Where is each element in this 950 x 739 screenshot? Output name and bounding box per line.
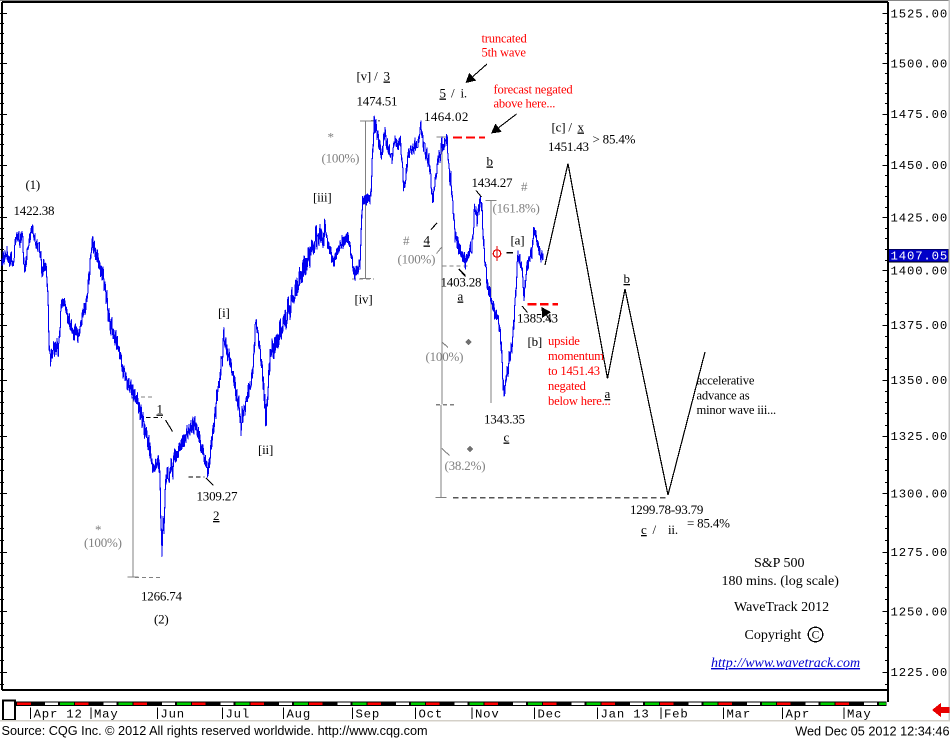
svg-text:(38.2%): (38.2%)	[445, 458, 486, 473]
svg-text:(2): (2)	[154, 612, 169, 627]
svg-text:[ii]: [ii]	[258, 442, 273, 457]
svg-text:1451.43: 1451.43	[548, 139, 589, 154]
svg-text:/: /	[451, 86, 455, 101]
svg-text:Jun: Jun	[160, 708, 185, 722]
svg-text:Source: CQG Inc. © 2012 All ri: Source: CQG Inc. © 2012 All rights reser…	[2, 724, 428, 738]
svg-text:> 85.4%: > 85.4%	[593, 132, 636, 147]
svg-text:4: 4	[424, 233, 431, 248]
svg-text:Jul: Jul	[226, 708, 251, 722]
svg-text:[v] /: [v] /	[357, 69, 379, 84]
svg-text:= 85.4%: = 85.4%	[687, 516, 730, 531]
svg-text:1225.00: 1225.00	[891, 666, 949, 680]
svg-text:1422.38: 1422.38	[14, 203, 55, 218]
svg-text:1300.00: 1300.00	[891, 487, 949, 501]
svg-text:May: May	[94, 708, 119, 722]
svg-text:a: a	[605, 386, 611, 401]
svg-text:momentum: momentum	[548, 349, 604, 363]
svg-text:[i]: [i]	[218, 305, 230, 320]
svg-text:Apr 12: Apr 12	[34, 708, 83, 722]
svg-text:1474.51: 1474.51	[357, 94, 398, 109]
svg-text:(100%): (100%)	[322, 151, 360, 166]
svg-text:i.: i.	[461, 86, 467, 101]
svg-text:b: b	[487, 154, 494, 169]
svg-text:C: C	[812, 630, 820, 642]
svg-text:1464.02: 1464.02	[424, 109, 469, 124]
svg-text:b: b	[624, 271, 631, 286]
svg-text:S&P 500: S&P 500	[754, 556, 804, 571]
svg-text:(100%): (100%)	[398, 252, 436, 267]
svg-text:1343.35: 1343.35	[484, 412, 525, 427]
svg-text:*: *	[328, 130, 334, 145]
svg-text:http://www.wavetrack.com: http://www.wavetrack.com	[711, 656, 860, 671]
svg-text:1434.27: 1434.27	[472, 175, 514, 190]
svg-text:forecast negated: forecast negated	[494, 83, 574, 97]
svg-text:Sep: Sep	[356, 708, 381, 722]
svg-text:(1): (1)	[26, 177, 41, 192]
svg-text:/: /	[653, 522, 657, 537]
svg-text:1: 1	[157, 402, 164, 417]
svg-text:[iii]: [iii]	[313, 190, 332, 205]
svg-text:accelerative: accelerative	[697, 374, 755, 388]
svg-text:below here...: below here...	[548, 394, 610, 408]
svg-text:Jan 13: Jan 13	[601, 708, 650, 722]
svg-text:Wed Dec 05 2012 12:34:46: Wed Dec 05 2012 12:34:46	[795, 724, 949, 738]
svg-text:#: #	[521, 179, 528, 194]
svg-text:1450.00: 1450.00	[891, 159, 949, 173]
svg-text:5: 5	[440, 86, 447, 101]
svg-text:Oct: Oct	[419, 708, 444, 722]
svg-text:2: 2	[213, 508, 220, 523]
svg-text:1250.00: 1250.00	[891, 605, 949, 619]
svg-text:minor wave iii...: minor wave iii...	[697, 403, 777, 417]
svg-text:1275.00: 1275.00	[891, 546, 949, 560]
svg-text:1309.27: 1309.27	[197, 489, 239, 504]
svg-text:above here...: above here...	[494, 97, 556, 111]
svg-text:1500.00: 1500.00	[891, 57, 949, 71]
svg-text:3: 3	[384, 69, 391, 84]
svg-text:May: May	[847, 708, 872, 722]
svg-text:*: *	[95, 522, 101, 537]
svg-text:1407.05: 1407.05	[891, 250, 949, 264]
svg-text:Aug: Aug	[287, 708, 312, 722]
svg-text:Nov: Nov	[475, 708, 500, 722]
svg-text:upside: upside	[548, 334, 580, 348]
svg-text:x: x	[578, 120, 585, 135]
svg-text:1385.43: 1385.43	[517, 311, 558, 326]
svg-text:1299.78-93.79: 1299.78-93.79	[630, 502, 703, 517]
svg-text:#: #	[403, 233, 410, 248]
svg-text:Dec: Dec	[538, 708, 563, 722]
svg-text:advance as: advance as	[697, 388, 750, 402]
svg-text:Apr: Apr	[786, 708, 811, 722]
svg-text:1350.00: 1350.00	[891, 374, 949, 388]
svg-text:1425.00: 1425.00	[891, 211, 949, 225]
svg-text:c: c	[504, 430, 510, 445]
svg-text:1400.00: 1400.00	[891, 265, 949, 279]
svg-text:(161.8%): (161.8%)	[493, 201, 540, 216]
svg-text:Mar: Mar	[727, 708, 752, 722]
svg-text:a: a	[458, 289, 464, 304]
svg-text:negated: negated	[548, 379, 587, 393]
svg-text:[iv]: [iv]	[355, 292, 373, 307]
svg-text:1325.00: 1325.00	[891, 430, 949, 444]
svg-text:1266.74: 1266.74	[141, 589, 183, 604]
svg-text:Copyright: Copyright	[745, 628, 802, 643]
svg-text:1375.00: 1375.00	[891, 319, 949, 333]
svg-text:ii.: ii.	[668, 522, 678, 537]
svg-text:[b]: [b]	[528, 334, 543, 349]
svg-text:1403.28: 1403.28	[441, 275, 482, 290]
svg-text:[c] /: [c] /	[552, 120, 573, 135]
svg-text:5th wave: 5th wave	[482, 46, 527, 60]
svg-text:truncated: truncated	[482, 32, 528, 46]
svg-text:[a]: [a]	[511, 233, 525, 248]
svg-text:(100%): (100%)	[84, 535, 122, 550]
svg-text:to 1451.43: to 1451.43	[548, 364, 600, 378]
svg-text:1475.00: 1475.00	[891, 108, 949, 122]
svg-text:c: c	[641, 522, 647, 537]
svg-text:(100%): (100%)	[426, 349, 464, 364]
svg-text:Feb: Feb	[664, 708, 689, 722]
svg-text:WaveTrack 2012: WaveTrack 2012	[734, 600, 829, 615]
svg-text:180 mins. (log scale): 180 mins. (log scale)	[722, 574, 840, 589]
svg-text:1525.00: 1525.00	[891, 8, 949, 22]
